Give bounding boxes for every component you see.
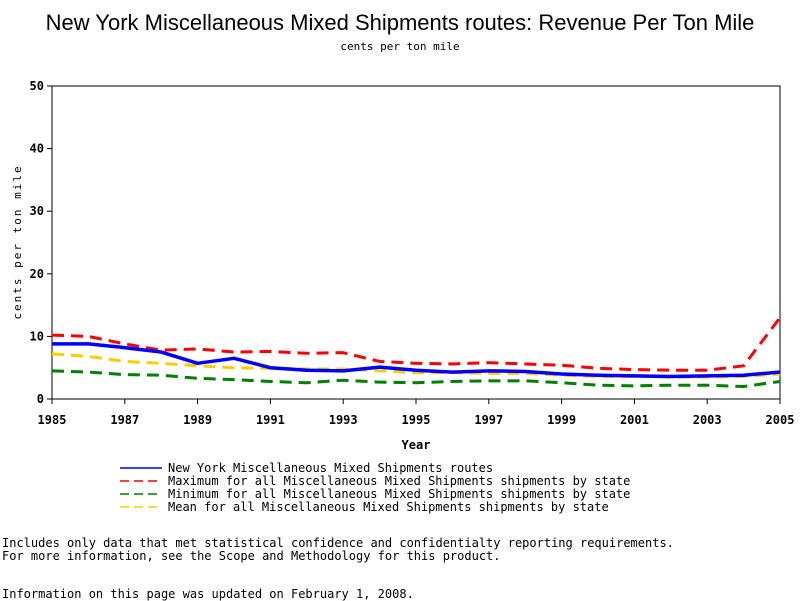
x-tick-label: 1991	[256, 413, 285, 427]
x-tick-label: 1993	[329, 413, 358, 427]
x-tick-label: 1985	[38, 413, 67, 427]
y-tick-label: 10	[30, 329, 44, 343]
updated-note: Information on this page was updated on …	[2, 587, 414, 601]
y-tick-label: 40	[30, 142, 44, 156]
methodology-note: For more information, see the Scope and …	[2, 549, 501, 563]
series-lines	[51, 316, 782, 388]
legend-label-1: Maximum for all Miscellaneous Mixed Ship…	[168, 474, 630, 488]
series-line-2	[51, 369, 781, 388]
legend-label-3: Mean for all Miscellaneous Mixed Shipmen…	[168, 500, 609, 514]
y-tick-label: 30	[30, 204, 44, 218]
y-axis-label: cents per ton mile	[11, 164, 24, 319]
y-tick-label: 0	[37, 392, 44, 406]
x-tick-label: 2001	[620, 413, 649, 427]
y-tick-label: 50	[30, 79, 44, 93]
legend: New York Miscellaneous Mixed Shipments r…	[120, 461, 630, 514]
chart-subtitle: cents per ton mile	[340, 40, 460, 53]
series-line-3	[51, 352, 781, 379]
series-line-0	[52, 342, 781, 379]
x-tick-label: 1997	[474, 413, 503, 427]
x-tick-label: 2005	[766, 413, 795, 427]
chart-title: New York Miscellaneous Mixed Shipments r…	[45, 10, 755, 35]
series-line-1	[51, 316, 782, 372]
y-axis: 0 10 20 30 40 50	[30, 79, 52, 406]
x-tick-label: 1995	[402, 413, 431, 427]
x-tick-label: 1999	[547, 413, 576, 427]
legend-label-0: New York Miscellaneous Mixed Shipments r…	[168, 461, 493, 475]
x-tick-label: 1987	[110, 413, 139, 427]
x-axis: 1985 1987 1989 1991 1993 1995 1997 1999 2001 2003…	[38, 399, 795, 427]
confidence-note: Includes only data that met statistical …	[2, 536, 674, 550]
y-tick-label: 20	[30, 267, 44, 281]
x-tick-label: 2003	[693, 413, 722, 427]
legend-label-2: Minimum for all Miscellaneous Mixed Ship…	[168, 487, 630, 501]
x-tick-label: 1989	[183, 413, 212, 427]
x-axis-label: Year	[402, 438, 431, 452]
